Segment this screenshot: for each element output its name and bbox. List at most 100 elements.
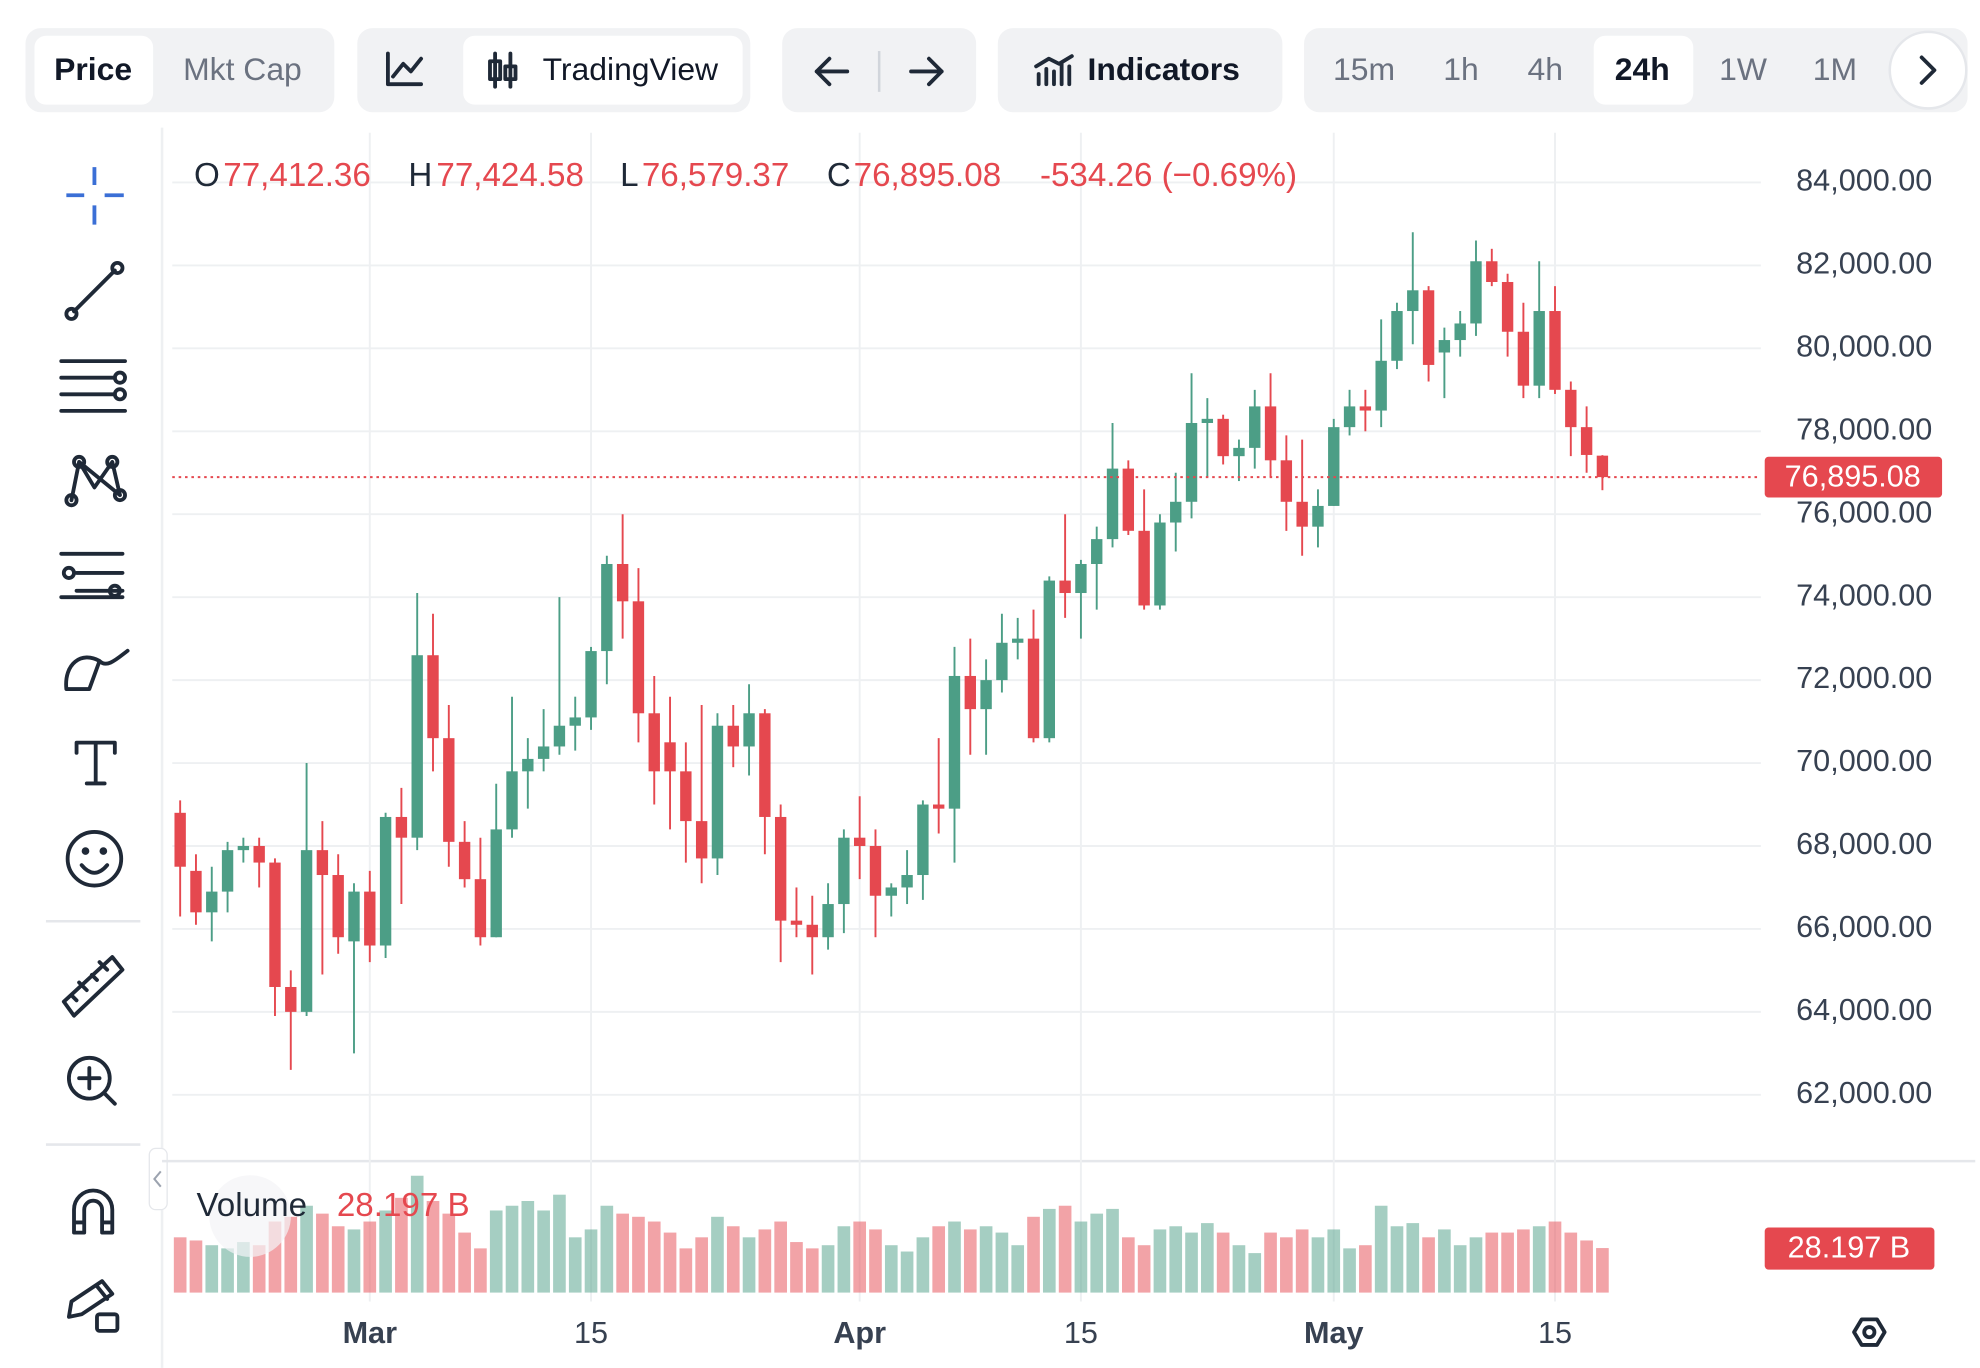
candle-body	[1438, 340, 1451, 353]
volume-bar	[1564, 1232, 1578, 1293]
volume-bar	[1406, 1223, 1420, 1293]
volume-bar	[1090, 1213, 1104, 1293]
candle-body	[601, 563, 613, 652]
lock-icon	[95, 1312, 120, 1333]
volume-bar	[663, 1232, 677, 1293]
interval[interactable]: 24h	[1615, 51, 1670, 87]
volume-bar	[1596, 1248, 1609, 1293]
x-tick-label: 15	[1064, 1316, 1098, 1350]
magnet-tool[interactable]	[72, 1188, 115, 1235]
x-tick-label: 15	[574, 1316, 608, 1350]
volume-bar	[1532, 1226, 1546, 1293]
redo-button[interactable]	[909, 56, 944, 87]
candle-body	[727, 725, 739, 747]
zoom-tool[interactable]	[66, 1055, 117, 1106]
text-tool[interactable]	[74, 740, 117, 786]
mkt-cap-label[interactable]: Mkt Cap	[183, 51, 302, 87]
interval[interactable]: 15m	[1333, 51, 1395, 87]
indicators-label[interactable]: Indicators	[1088, 51, 1240, 87]
interval[interactable]: 1h	[1443, 51, 1478, 87]
line-chart-icon[interactable]	[385, 51, 423, 87]
volume-bar	[347, 1229, 361, 1293]
candle-body	[1580, 427, 1593, 455]
volume-bar	[805, 1248, 819, 1293]
price-label[interactable]: Price	[54, 51, 132, 87]
settings-button[interactable]	[1852, 1317, 1887, 1347]
volume-bar	[553, 1194, 566, 1293]
candle-body	[1454, 323, 1466, 341]
candle-body	[458, 841, 471, 880]
tradingview-label[interactable]: TradingView	[543, 51, 719, 87]
high-letter: H	[408, 157, 432, 194]
y-tick-label: 62,000.00	[1796, 1076, 1932, 1110]
volume-bar	[916, 1237, 930, 1293]
candle-body	[1185, 422, 1198, 502]
candle-body	[853, 837, 866, 846]
x-tick-label: Apr	[833, 1316, 886, 1350]
volume-bar	[1327, 1229, 1341, 1293]
y-tick-label: 82,000.00	[1796, 247, 1932, 281]
volume-bar	[774, 1221, 787, 1293]
volume-bar	[600, 1205, 614, 1293]
interval[interactable]: 1W	[1719, 51, 1767, 87]
volume-bar	[1501, 1232, 1514, 1293]
volume-bar	[1359, 1245, 1372, 1293]
candle-body	[253, 845, 265, 863]
y-tick-label: 68,000.00	[1796, 827, 1932, 861]
candle-body	[411, 655, 423, 838]
interval[interactable]: 4h	[1527, 51, 1562, 87]
pattern-tool[interactable]	[64, 454, 127, 508]
volume-bar	[1185, 1232, 1198, 1293]
volume-bar	[1280, 1237, 1293, 1293]
interval-active[interactable]	[1593, 35, 1694, 105]
x-tick-label: 15	[1538, 1316, 1572, 1350]
volume-bar	[1027, 1216, 1040, 1293]
fib-tool[interactable]	[59, 551, 125, 600]
candle-body	[474, 879, 487, 938]
volume-bar	[363, 1221, 377, 1293]
volume-bar	[1216, 1232, 1230, 1293]
candle-body	[348, 891, 360, 942]
candle-body	[948, 675, 961, 809]
horizontal-lines-tool[interactable]	[59, 359, 127, 413]
candle-body	[300, 850, 313, 1012]
volume-bar	[1485, 1232, 1499, 1293]
tradingview-button[interactable]	[463, 35, 743, 105]
indicators-button[interactable]	[997, 28, 1283, 113]
y-tick-label: 78,000.00	[1796, 412, 1932, 446]
emoji-tool[interactable]	[65, 830, 124, 888]
collapse-tab[interactable]	[148, 1147, 168, 1211]
close-value: 76,895.08	[854, 157, 1002, 194]
ruler-tool[interactable]	[61, 955, 125, 1018]
app: Price Mkt Cap TradingView Indicators 15m…	[25, 28, 1976, 1368]
volume-bar	[1469, 1237, 1483, 1293]
crosshair-tool[interactable]	[66, 167, 124, 225]
candle-body	[980, 680, 992, 710]
candle-body	[427, 655, 439, 739]
candle-body	[1233, 447, 1245, 457]
volume-bar	[1517, 1229, 1530, 1293]
lock-drawing-tool[interactable]	[66, 1279, 115, 1319]
volume-bar	[1295, 1229, 1309, 1293]
volume-bar	[869, 1229, 882, 1293]
brush-tool[interactable]	[64, 648, 130, 691]
candle-body	[616, 563, 629, 602]
more-button[interactable]	[1888, 30, 1968, 110]
candle-body	[1012, 638, 1024, 643]
volume-bar	[584, 1229, 598, 1293]
undo-button[interactable]	[814, 56, 850, 87]
candle-body	[379, 816, 392, 946]
low-value: 76,579.37	[642, 157, 790, 194]
volume-bar	[853, 1221, 867, 1293]
candle-body	[585, 651, 597, 718]
volume-bar	[1438, 1229, 1451, 1293]
price-button[interactable]	[34, 35, 154, 105]
candle-body	[316, 850, 329, 876]
candle-body	[1391, 311, 1403, 361]
volume-bar	[379, 1210, 392, 1293]
interval[interactable]: 1M	[1813, 51, 1857, 87]
trendline-tool[interactable]	[64, 260, 125, 321]
volume-legend: Volume 28.197 B	[197, 1175, 470, 1257]
volume-bar	[189, 1240, 203, 1293]
